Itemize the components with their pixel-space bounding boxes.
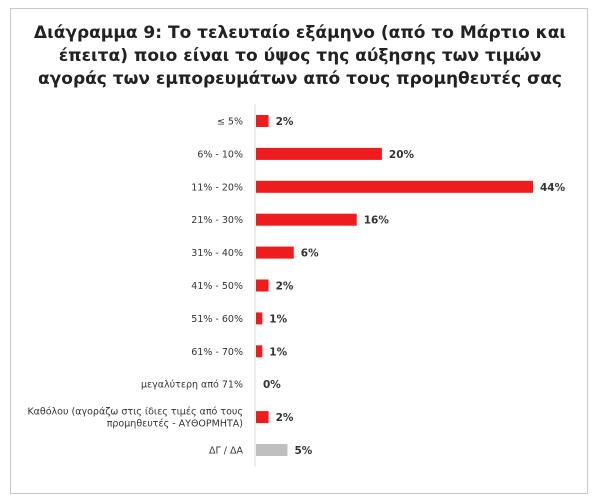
- bar: [256, 115, 269, 127]
- value-label: 2%: [276, 116, 294, 128]
- category-label: μεγαλύτερη από 71%: [141, 380, 243, 391]
- category-label: 21% - 30%: [191, 215, 243, 226]
- value-label: 16%: [364, 215, 390, 227]
- value-label: 2%: [276, 412, 294, 424]
- value-label: 6%: [301, 248, 319, 260]
- category-label: ΔΓ / ΔΑ: [209, 446, 244, 457]
- bar: [256, 411, 269, 424]
- category-label: 41% - 50%: [191, 281, 243, 292]
- value-label: 1%: [269, 346, 287, 358]
- bar: [256, 147, 382, 160]
- category-label: 31% - 40%: [191, 248, 243, 259]
- chart-title-line: έπειτα) ποιο είναι το ύψος της αύξησης τ…: [58, 46, 542, 66]
- bar: [256, 312, 263, 325]
- bar: [256, 444, 288, 456]
- category-label: Καθόλου (αγοράζω στις ίδιες τιμές από το…: [27, 407, 243, 418]
- category-label: προμηθευτές - ΑΥΘΟΡΜΗΤΑ): [107, 419, 243, 430]
- value-label: 20%: [389, 149, 415, 161]
- value-label: 2%: [276, 281, 294, 293]
- bar: [256, 279, 269, 292]
- value-label: 5%: [294, 445, 312, 457]
- category-label: 11% - 20%: [191, 182, 243, 193]
- chart-title-line: αγοράς των εμπορευμάτων από τους προμηθε…: [38, 69, 562, 89]
- chart-title-line: Διάγραμμα 9: Το τελευταίο εξάμηνο (από τ…: [33, 23, 567, 43]
- bar: [256, 180, 533, 193]
- bar: [256, 246, 294, 259]
- value-label: 44%: [540, 182, 566, 194]
- value-label: 1%: [269, 313, 287, 325]
- chart-frame: [10, 8, 588, 494]
- bar: [256, 345, 263, 358]
- category-label: 6% - 10%: [197, 149, 243, 160]
- category-label: 51% - 60%: [191, 314, 243, 325]
- chart-title: Διάγραμμα 9: Το τελευταίο εξάμηνο (από τ…: [30, 22, 570, 91]
- value-label: 0%: [263, 379, 281, 391]
- category-label: ≤ 5%: [217, 117, 243, 128]
- category-label: 61% - 70%: [191, 347, 243, 358]
- bar: [256, 213, 357, 226]
